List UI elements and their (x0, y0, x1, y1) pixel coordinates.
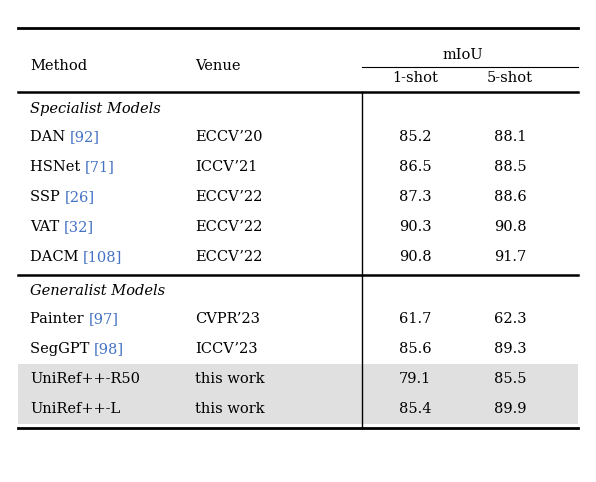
Bar (18, 394, 578, 424)
Text: 86.5: 86.5 (399, 160, 432, 174)
Text: ICCV’21: ICCV’21 (195, 160, 257, 174)
Text: [97]: [97] (88, 312, 118, 326)
Text: [32]: [32] (64, 220, 94, 234)
Text: 1-shot: 1-shot (392, 71, 438, 85)
Text: this work: this work (195, 372, 265, 386)
Text: DAN: DAN (30, 130, 70, 144)
Text: 89.9: 89.9 (493, 402, 526, 416)
Text: mIoU: mIoU (442, 48, 483, 62)
Text: 87.3: 87.3 (399, 190, 432, 204)
Text: Painter: Painter (30, 312, 88, 326)
Text: Generalist Models: Generalist Models (30, 284, 165, 298)
Text: this work: this work (195, 402, 265, 416)
Text: 90.8: 90.8 (493, 220, 526, 234)
Text: 61.7: 61.7 (399, 312, 431, 326)
Text: ICCV’23: ICCV’23 (195, 342, 257, 356)
Text: 88.1: 88.1 (493, 130, 526, 144)
Text: 79.1: 79.1 (399, 372, 431, 386)
Text: [98]: [98] (94, 342, 124, 356)
Text: UniRef++-L: UniRef++-L (30, 402, 120, 416)
Text: CVPR’23: CVPR’23 (195, 312, 260, 326)
Text: [92]: [92] (70, 130, 100, 144)
Text: DACM: DACM (30, 250, 83, 264)
Text: 88.6: 88.6 (493, 190, 526, 204)
Text: VAT: VAT (30, 220, 64, 234)
Text: ECCV’22: ECCV’22 (195, 220, 262, 234)
Text: [108]: [108] (83, 250, 123, 264)
Text: ECCV’22: ECCV’22 (195, 250, 262, 264)
Text: [26]: [26] (64, 190, 95, 204)
Text: ECCV’20: ECCV’20 (195, 130, 262, 144)
Text: 62.3: 62.3 (493, 312, 526, 326)
Text: Specialist Models: Specialist Models (30, 102, 161, 116)
Text: 90.3: 90.3 (399, 220, 432, 234)
Text: 88.5: 88.5 (493, 160, 526, 174)
Text: 91.7: 91.7 (494, 250, 526, 264)
Bar (18, 364, 578, 394)
Text: ECCV’22: ECCV’22 (195, 190, 262, 204)
Text: Method: Method (30, 59, 87, 73)
Text: 85.4: 85.4 (399, 402, 432, 416)
Text: 90.8: 90.8 (399, 250, 432, 264)
Text: HSNet: HSNet (30, 160, 85, 174)
Text: SegGPT: SegGPT (30, 342, 94, 356)
Text: [71]: [71] (85, 160, 115, 174)
Text: 5-shot: 5-shot (487, 71, 533, 85)
Text: Venue: Venue (195, 59, 241, 73)
Text: 85.5: 85.5 (493, 372, 526, 386)
Text: UniRef++-R50: UniRef++-R50 (30, 372, 140, 386)
Text: 89.3: 89.3 (493, 342, 526, 356)
Text: SSP: SSP (30, 190, 64, 204)
Text: 85.2: 85.2 (399, 130, 432, 144)
Text: 85.6: 85.6 (399, 342, 432, 356)
